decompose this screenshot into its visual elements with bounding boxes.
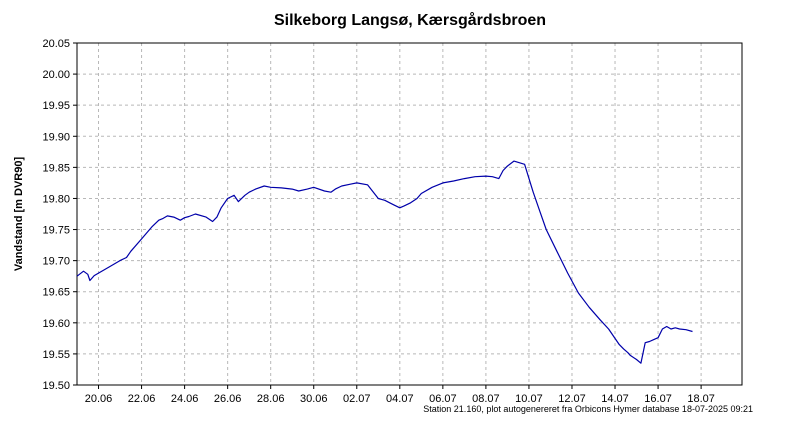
series-group [76, 160, 693, 364]
y-tick-label: 19.90 [42, 131, 70, 143]
y-tick-label: 19.80 [42, 193, 70, 205]
x-tick-label: 26.06 [214, 393, 242, 405]
footnote: Station 21.160, plot autogenereret fra O… [423, 404, 753, 414]
y-tick-label: 19.60 [42, 318, 70, 330]
y-tick-label: 20.00 [42, 69, 70, 81]
y-tick-label: 20.05 [42, 38, 70, 50]
x-tick-label: 10.07 [515, 393, 543, 405]
x-tick-label: 18.07 [687, 393, 715, 405]
y-axis-label: Vandstand [m DVR90] [13, 157, 25, 272]
x-tick-label: 30.06 [300, 393, 328, 405]
y-tick-label: 19.65 [42, 287, 70, 299]
y-tick-label: 19.75 [42, 225, 70, 237]
chart-title: Silkeborg Langsø, Kærsgårdsbroen [274, 11, 546, 29]
y-tick-label: 19.85 [42, 162, 70, 174]
x-tick-label: 20.06 [85, 393, 113, 405]
grid-lines [77, 43, 742, 385]
x-tick-label: 14.07 [601, 393, 629, 405]
y-tick-label: 19.55 [42, 349, 70, 361]
x-tick-label: 28.06 [257, 393, 285, 405]
series-line-vandstand [76, 160, 693, 364]
y-tick-label: 19.95 [42, 100, 70, 112]
x-tick-label: 08.07 [472, 393, 500, 405]
y-axis-ticks: 19.50 19.55 19.60 19.65 19.70 19.75 19.80 19.85… [42, 38, 77, 392]
plot-frame [76, 42, 743, 386]
y-tick-label: 19.50 [42, 380, 70, 392]
x-tick-label: 06.07 [429, 393, 457, 405]
x-tick-label: 12.07 [558, 393, 586, 405]
x-tick-label: 02.07 [343, 393, 371, 405]
x-tick-label: 24.06 [171, 393, 199, 405]
x-tick-label: 16.07 [644, 393, 672, 405]
x-tick-label: 22.06 [128, 393, 156, 405]
x-axis-ticks: 20.06 22.06 24.06 26.06 28.06 30.06 02.07 04.07… [85, 385, 715, 405]
y-tick-label: 19.70 [42, 256, 70, 268]
x-tick-label: 04.07 [386, 393, 414, 405]
